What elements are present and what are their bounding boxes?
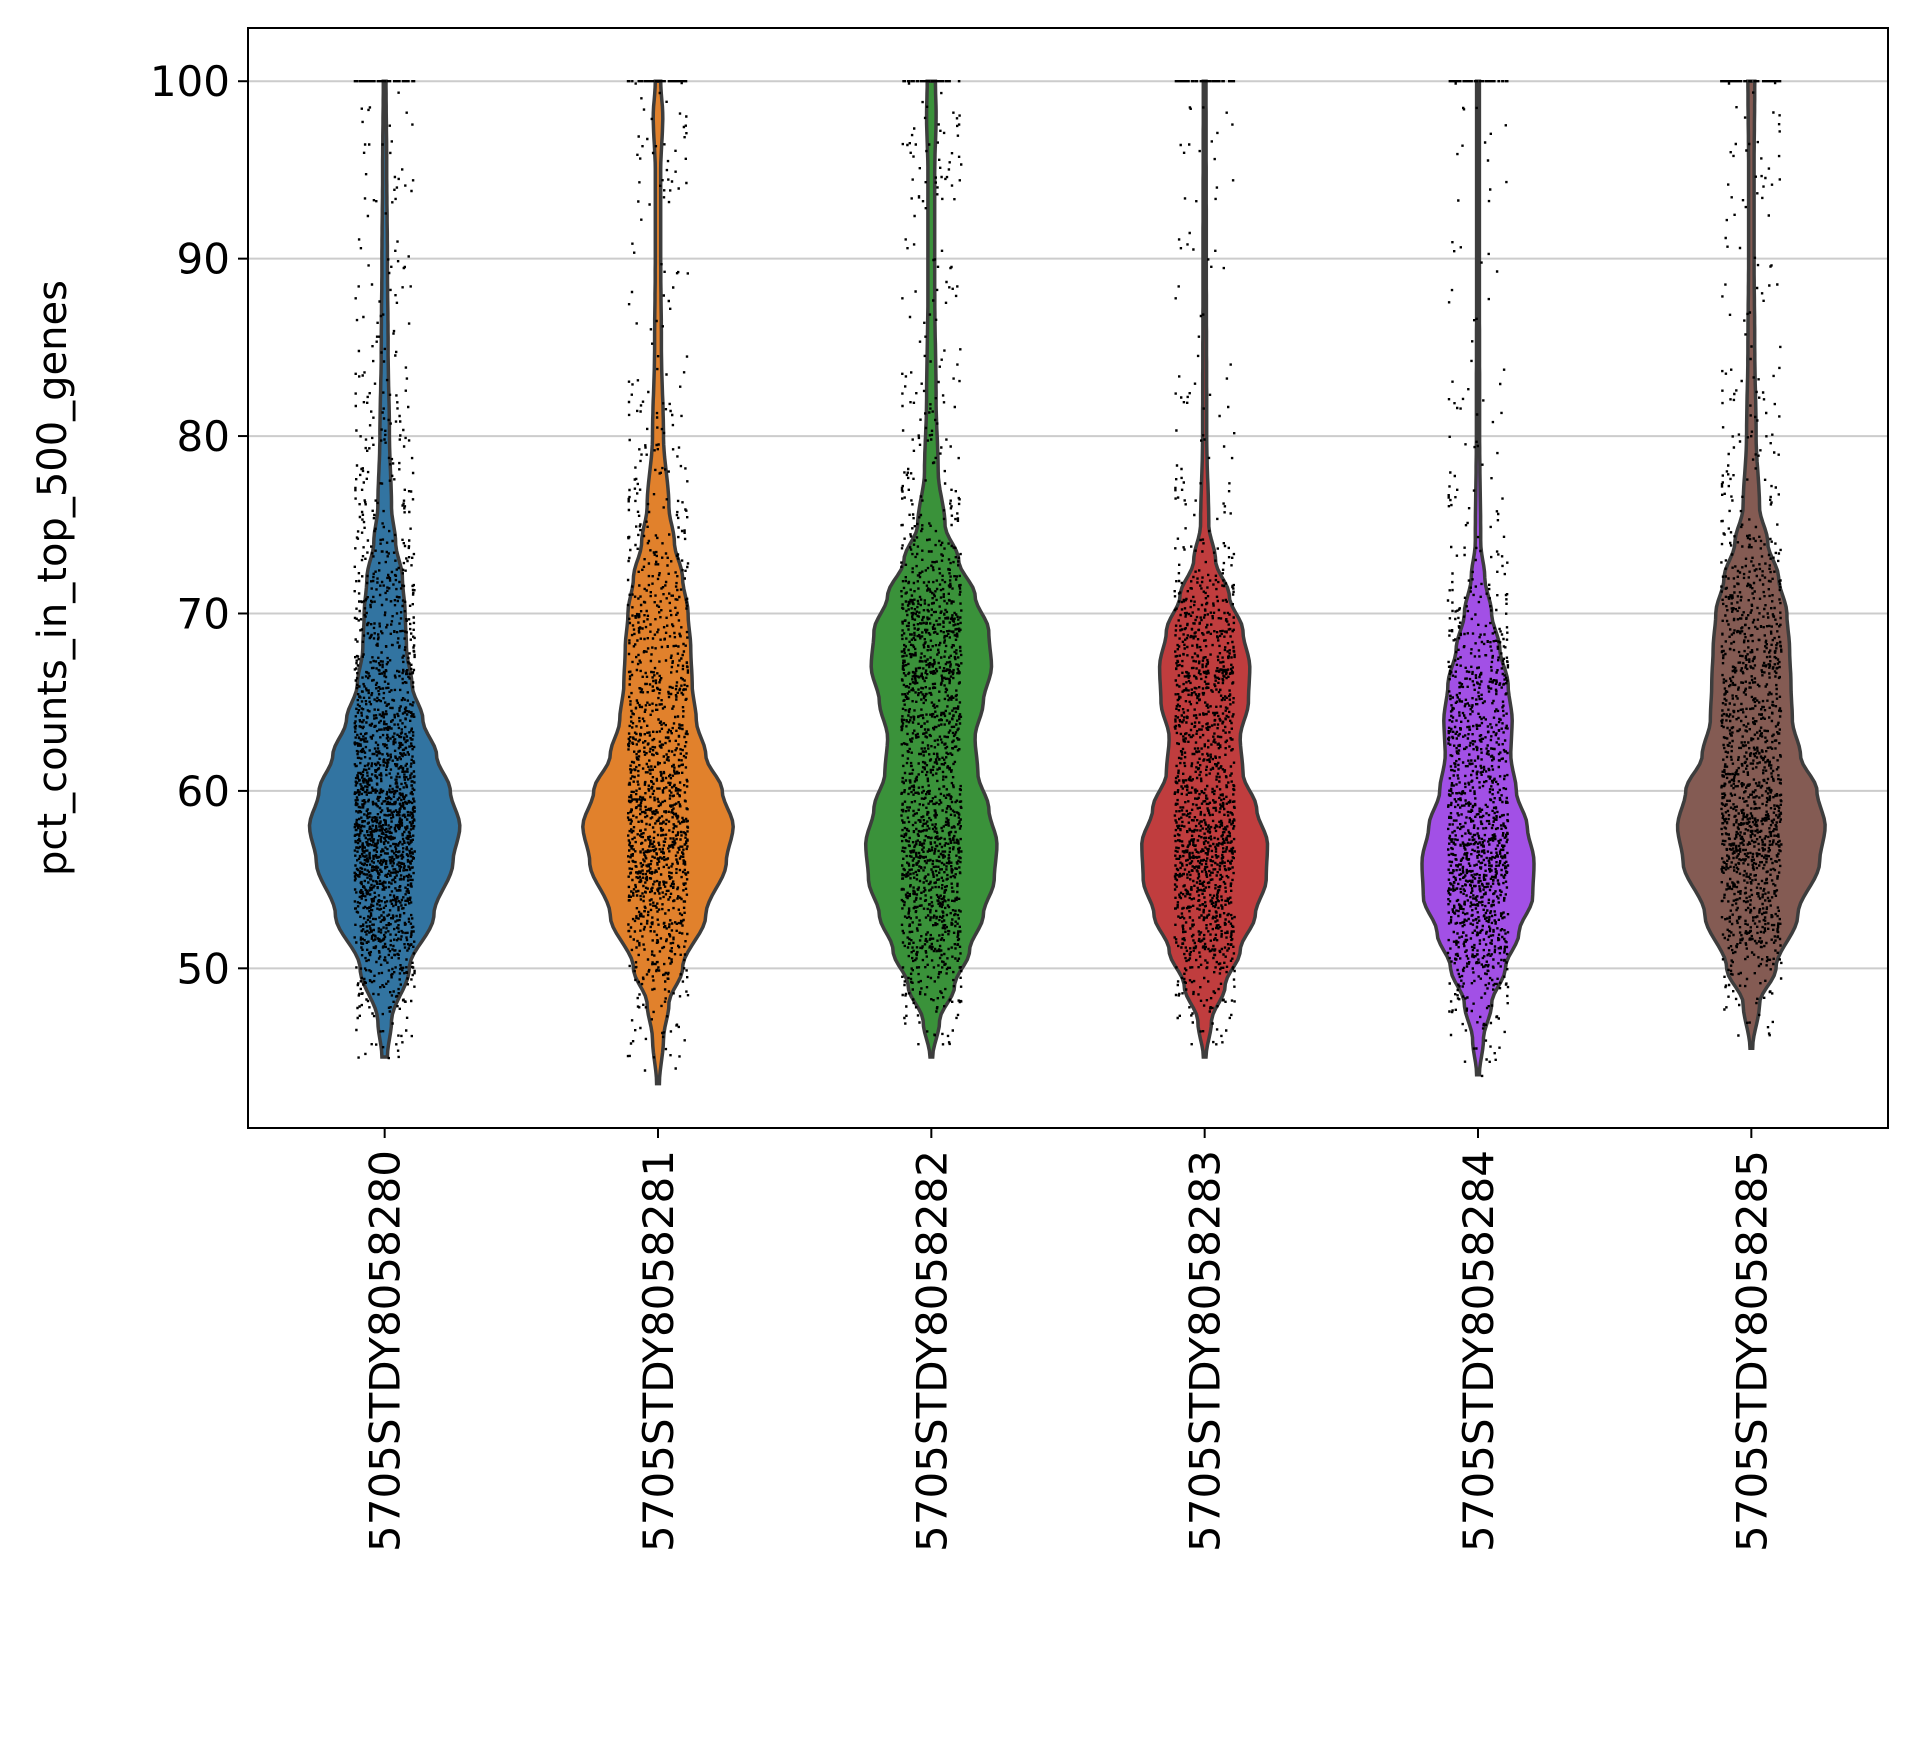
x-tick-label: 5705STDY8058282 bbox=[907, 1150, 956, 1552]
x-axis: 5705STDY8058280 5705STDY8058281 5705STDY80… bbox=[361, 1128, 1776, 1552]
y-tick-label: 90 bbox=[177, 235, 230, 284]
violin-5705STDY8058285 bbox=[1675, 79, 1827, 1050]
jitter-points bbox=[353, 80, 1783, 1078]
plot-frame bbox=[247, 27, 1889, 1129]
points-5705STDY8058282 bbox=[900, 80, 963, 1046]
x-tick-label: 5705STDY8058280 bbox=[361, 1150, 410, 1552]
x-tick-label: 5705STDY8058284 bbox=[1454, 1150, 1503, 1552]
jitter-points-5705STDY8058283 bbox=[1173, 80, 1236, 1046]
points-5705STDY8058284 bbox=[1446, 80, 1510, 1078]
jitter-points-5705STDY8058282 bbox=[900, 80, 963, 1046]
y-tick-label: 80 bbox=[177, 412, 230, 461]
y-tick-label: 100 bbox=[150, 57, 230, 106]
points-5705STDY8058281 bbox=[626, 80, 690, 1072]
jitter-points-5705STDY8058280 bbox=[353, 80, 416, 1060]
y-tick-label: 60 bbox=[177, 767, 230, 816]
y-tick-label: 50 bbox=[177, 944, 230, 993]
points-5705STDY8058280 bbox=[353, 80, 416, 1060]
jitter-points-5705STDY8058284 bbox=[1446, 80, 1510, 1078]
y-axis: 50 60 70 80 90 100 bbox=[150, 57, 248, 993]
points-5705STDY8058285 bbox=[1720, 80, 1783, 1037]
x-tick-label: 5705STDY8058285 bbox=[1727, 1150, 1776, 1552]
grid-lines bbox=[248, 80, 1888, 970]
x-tick-label: 5705STDY8058283 bbox=[1181, 1150, 1230, 1552]
x-tick-label: 5705STDY8058281 bbox=[634, 1150, 683, 1552]
jitter-points-5705STDY8058281 bbox=[626, 80, 690, 1072]
y-axis-label: pct_counts_in_top_500_genes bbox=[30, 280, 76, 876]
points-5705STDY8058283 bbox=[1173, 80, 1236, 1046]
y-tick-label: 70 bbox=[177, 589, 230, 638]
jitter-points-5705STDY8058285 bbox=[1720, 80, 1783, 1037]
